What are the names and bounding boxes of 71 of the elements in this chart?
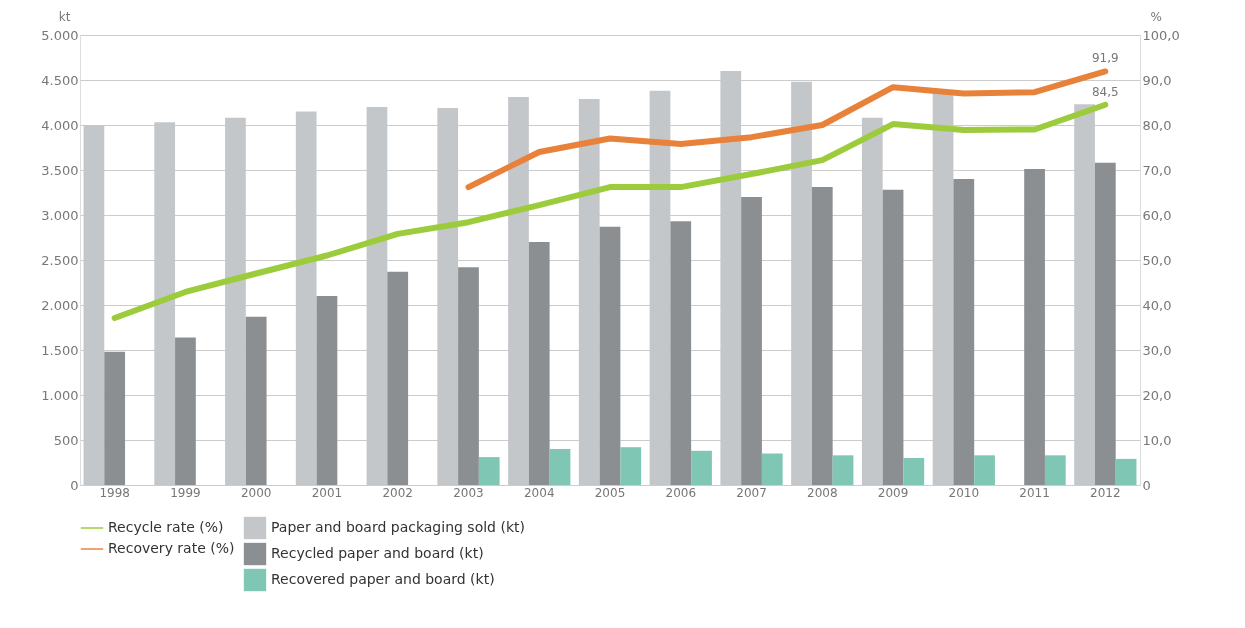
x-tick-label: 2009 bbox=[877, 485, 909, 500]
x-tick-label: 2010 bbox=[948, 485, 980, 500]
y2-axis-title: % bbox=[1150, 9, 1162, 24]
bar bbox=[387, 271, 409, 485]
x-tick-label: 2001 bbox=[311, 485, 343, 500]
bar bbox=[811, 187, 833, 485]
bar bbox=[478, 457, 500, 485]
y-tick-label: 500 bbox=[53, 432, 79, 448]
y-tick-label: 1.000 bbox=[41, 387, 79, 403]
x-tick-label: 2006 bbox=[665, 485, 697, 500]
y2-tick-label: 40,0 bbox=[1142, 297, 1172, 313]
y2-tick-label: 80,0 bbox=[1142, 117, 1172, 133]
x-tick-label: 1999 bbox=[170, 485, 201, 500]
x-tick-label: 2003 bbox=[453, 485, 484, 500]
legend-label: Recovered paper and board (kt) bbox=[271, 571, 495, 587]
bar bbox=[245, 316, 267, 485]
x-tick-label: 2000 bbox=[240, 485, 272, 500]
x-tick-label: 2002 bbox=[382, 485, 413, 500]
bar bbox=[1024, 169, 1045, 485]
y-tick-label: 4.000 bbox=[41, 117, 79, 133]
bar bbox=[528, 242, 550, 485]
bar bbox=[1115, 458, 1137, 485]
y2-tick-label: 0 bbox=[1142, 477, 1151, 493]
x-tick-label: 2011 bbox=[1019, 485, 1050, 500]
bar bbox=[599, 226, 621, 485]
y-tick-label: 0 bbox=[70, 477, 79, 493]
bar bbox=[458, 267, 479, 485]
bar bbox=[549, 449, 571, 485]
bar bbox=[175, 337, 196, 485]
y2-tick-label: 30,0 bbox=[1142, 342, 1172, 358]
bar bbox=[620, 447, 642, 485]
bar bbox=[670, 221, 692, 485]
y2-tick-label: 70,0 bbox=[1142, 162, 1172, 178]
bar bbox=[1094, 162, 1116, 485]
bar bbox=[761, 453, 783, 485]
y-tick-label: 3.000 bbox=[41, 207, 79, 223]
y-tick-label: 5.000 bbox=[41, 27, 79, 43]
legend-label: Recycle rate (%) bbox=[108, 519, 224, 535]
y-axis-title: kt bbox=[58, 9, 71, 24]
x-tick-label: 2012 bbox=[1090, 485, 1121, 500]
bar bbox=[104, 351, 126, 485]
bar bbox=[1044, 455, 1066, 485]
data-label: 84,5 bbox=[1091, 84, 1119, 99]
y-tick-label: 2.500 bbox=[41, 252, 79, 268]
y2-tick-label: 10,0 bbox=[1142, 432, 1172, 448]
bar bbox=[691, 450, 712, 485]
data-label: 91,9 bbox=[1091, 51, 1119, 66]
y2-tick-label: 60,0 bbox=[1142, 207, 1172, 223]
y-tick-label: 3.500 bbox=[41, 162, 79, 178]
y-tick-label: 4.500 bbox=[41, 72, 79, 88]
bar bbox=[832, 455, 854, 485]
x-tick-label: 1998 bbox=[99, 485, 130, 500]
bar bbox=[953, 179, 975, 485]
bar bbox=[974, 455, 995, 485]
bar bbox=[882, 189, 904, 485]
legend-label: Paper and board packaging sold (kt) bbox=[271, 519, 525, 535]
x-tick-label: 2007 bbox=[736, 485, 767, 500]
y2-tick-label: 90,0 bbox=[1142, 72, 1172, 88]
x-tick-label: 2008 bbox=[807, 485, 838, 500]
legend-label: Recycled paper and board (kt) bbox=[271, 545, 484, 561]
y2-tick-label: 20,0 bbox=[1142, 387, 1172, 403]
y2-tick-label: 100,0 bbox=[1142, 27, 1180, 43]
bar bbox=[903, 458, 925, 485]
bar bbox=[741, 197, 762, 485]
y-tick-label: 1.500 bbox=[41, 342, 79, 358]
x-tick-label: 2005 bbox=[594, 485, 626, 500]
legend-label: Recovery rate (%) bbox=[108, 540, 235, 556]
x-tick-label: 2004 bbox=[523, 485, 555, 500]
y2-tick-label: 50,0 bbox=[1142, 252, 1172, 268]
y-tick-label: 2.000 bbox=[41, 297, 79, 313]
bar bbox=[316, 296, 338, 485]
